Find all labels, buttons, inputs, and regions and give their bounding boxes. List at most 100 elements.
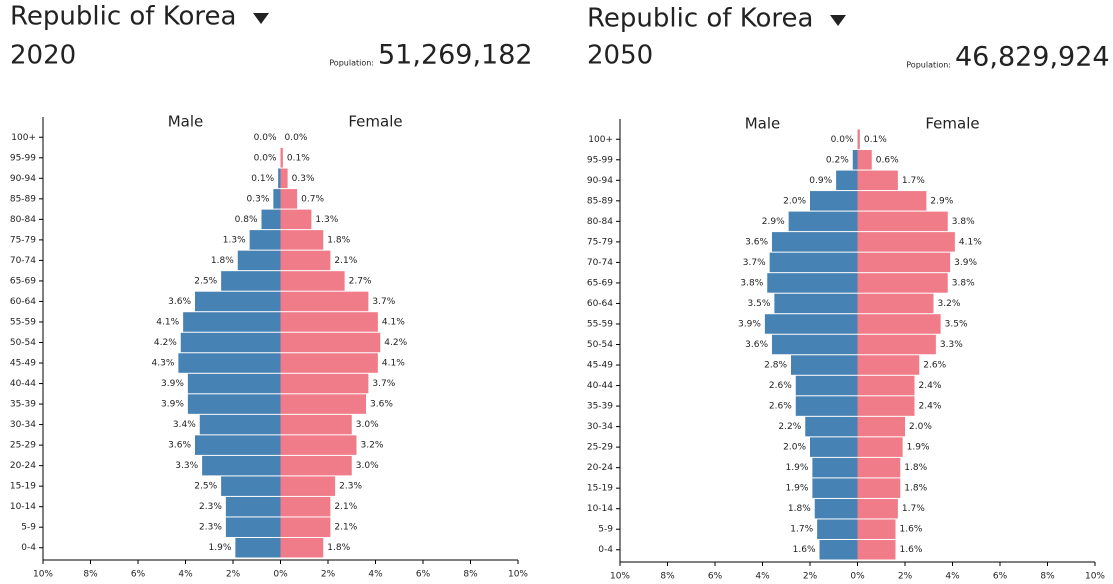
x-tick-label: 6% xyxy=(708,572,723,582)
x-tick-label: 10% xyxy=(610,572,630,582)
y-tick-label: 40-44 xyxy=(587,381,613,391)
bar xyxy=(280,353,378,373)
y-tick-label: 50-54 xyxy=(10,338,36,348)
bar xyxy=(221,476,281,496)
y-tick-label: 0-4 xyxy=(598,545,613,555)
data-label: 0.2% xyxy=(826,155,849,165)
data-label: 1.8% xyxy=(788,504,811,514)
data-label: 0.1% xyxy=(864,135,887,145)
bar xyxy=(280,476,336,496)
bar xyxy=(187,394,281,414)
bar xyxy=(774,293,858,314)
bar xyxy=(812,478,858,498)
data-label: 1.7% xyxy=(902,176,925,186)
legend-label: Male xyxy=(745,115,781,133)
bar xyxy=(237,250,281,271)
bar xyxy=(812,457,858,478)
data-label: 1.6% xyxy=(793,545,816,555)
bar xyxy=(280,291,369,312)
y-tick-label: 70-74 xyxy=(10,256,36,266)
legend-label: Male xyxy=(168,113,204,131)
year: 2020 xyxy=(10,41,76,71)
data-label: 3.6% xyxy=(370,400,393,410)
y-tick-label: 85-89 xyxy=(587,196,613,206)
y-tick-label: 75-79 xyxy=(10,235,36,245)
y-tick-label: 55-59 xyxy=(587,319,613,329)
data-label: 2.3% xyxy=(339,482,362,492)
data-label: 3.3% xyxy=(940,340,963,350)
bar xyxy=(857,232,955,252)
bar xyxy=(857,539,896,560)
y-tick-label: 45-49 xyxy=(587,361,613,371)
x-tick-label: 10% xyxy=(1085,572,1105,582)
bar xyxy=(857,416,905,437)
y-tick-label: 65-69 xyxy=(587,278,613,288)
x-tick-label: 8% xyxy=(463,570,478,580)
data-label: 2.4% xyxy=(919,381,942,391)
bar xyxy=(772,334,858,355)
x-tick-label: 8% xyxy=(83,570,98,580)
bar xyxy=(280,271,345,291)
bar xyxy=(857,129,860,150)
bar xyxy=(767,273,858,293)
data-label: 4.1% xyxy=(156,317,179,327)
y-tick-label: 80-84 xyxy=(587,217,613,227)
dropdown-arrow[interactable] xyxy=(253,13,269,24)
x-tick-label: 4% xyxy=(945,572,960,582)
bar xyxy=(857,252,951,273)
y-tick-label: 95-99 xyxy=(10,153,36,163)
data-label: 1.3% xyxy=(315,215,338,225)
bar xyxy=(195,435,281,455)
data-label: 0.0% xyxy=(254,133,277,143)
data-label: 0.9% xyxy=(809,176,832,186)
bar xyxy=(857,191,927,211)
bar xyxy=(791,355,858,375)
x-tick-label: 6% xyxy=(131,570,146,580)
data-label: 0.1% xyxy=(251,174,274,184)
population: 46,829,924 xyxy=(955,42,1110,73)
bar xyxy=(202,455,281,476)
population-label: Population: xyxy=(906,61,951,70)
data-label: 3.5% xyxy=(748,299,771,309)
y-tick-label: 25-29 xyxy=(587,443,613,453)
data-label: 1.9% xyxy=(786,484,809,494)
y-tick-label: 35-39 xyxy=(587,402,613,412)
x-tick-label: 2% xyxy=(321,570,336,580)
bar xyxy=(235,537,281,558)
dropdown-arrow[interactable] xyxy=(830,15,846,26)
data-label: 2.1% xyxy=(334,256,357,266)
bar xyxy=(199,414,281,435)
bar xyxy=(795,396,858,416)
data-label: 2.1% xyxy=(334,502,357,512)
legend-label: Female xyxy=(925,115,979,133)
y-tick-label: 45-49 xyxy=(10,359,36,369)
bar xyxy=(280,394,366,414)
data-label: 4.2% xyxy=(154,338,177,348)
data-label: 3.4% xyxy=(173,420,196,430)
data-label: 2.6% xyxy=(923,361,946,371)
y-tick-label: 15-19 xyxy=(10,482,36,492)
bar xyxy=(857,396,915,416)
bar xyxy=(857,457,901,478)
bar xyxy=(857,314,941,334)
data-label: 3.9% xyxy=(954,258,977,268)
bar xyxy=(795,375,858,396)
data-label: 3.9% xyxy=(161,379,184,389)
y-tick-label: 85-89 xyxy=(10,194,36,204)
data-label: 2.5% xyxy=(194,482,217,492)
bar xyxy=(810,191,858,211)
y-tick-label: 15-19 xyxy=(587,484,613,494)
bar xyxy=(261,209,281,230)
bar xyxy=(857,170,898,191)
bar xyxy=(857,519,896,539)
data-label: 1.7% xyxy=(790,525,813,535)
x-tick-label: 0% xyxy=(850,572,865,582)
y-tick-label: 40-44 xyxy=(10,379,36,389)
data-label: 1.9% xyxy=(786,463,809,473)
data-label: 2.5% xyxy=(194,276,217,286)
y-tick-label: 75-79 xyxy=(587,237,613,247)
x-tick-label: 4% xyxy=(755,572,770,582)
bar xyxy=(852,150,858,170)
y-tick-label: 100+ xyxy=(11,133,36,143)
